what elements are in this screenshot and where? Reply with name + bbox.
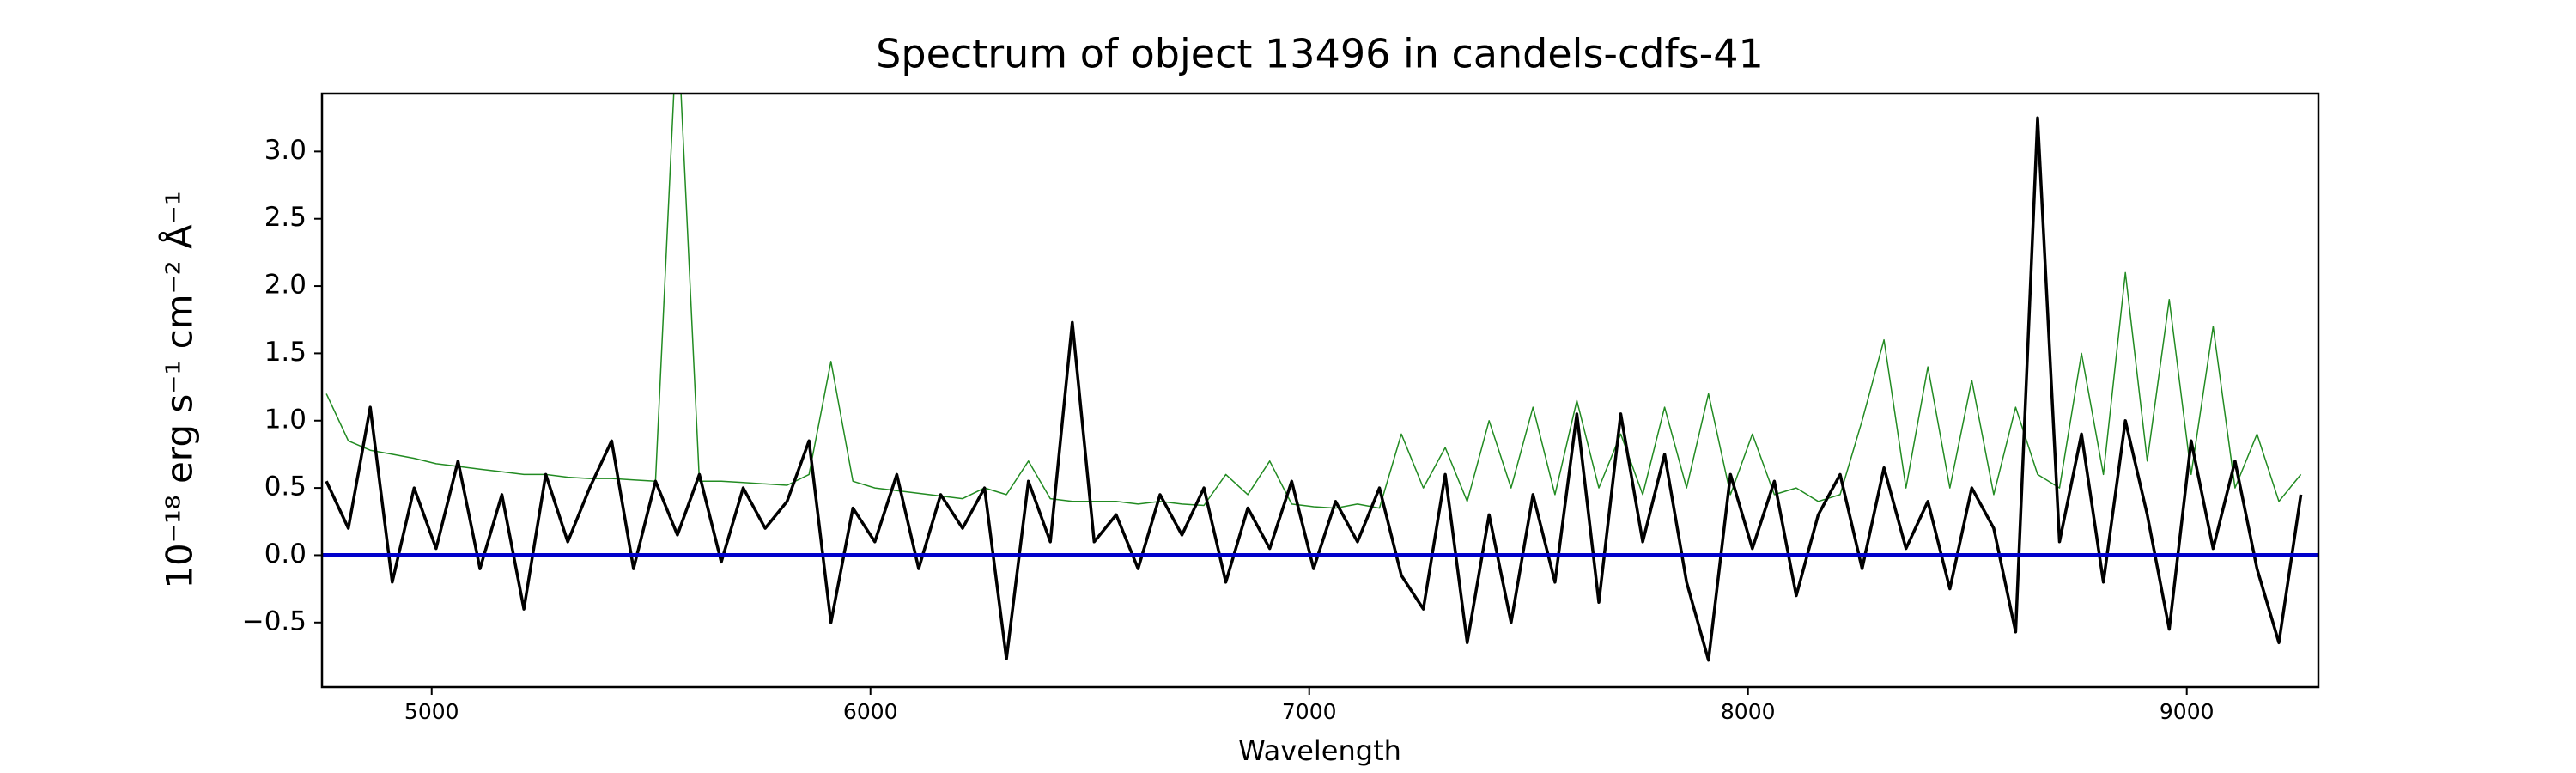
y-tick-label: 0.0 [264,539,307,569]
spectrum-line [325,94,2302,509]
x-tick-label: 7000 [1282,699,1337,724]
y-tick-label: −0.5 [242,606,307,636]
y-tick-label: 0.5 [264,472,307,502]
spectrum-line [325,116,2303,662]
y-tick-label: 1.0 [264,404,307,435]
x-tick-label: 8000 [1721,699,1776,724]
x-tick-label: 6000 [843,699,898,724]
x-tick-label: 9000 [2160,699,2215,724]
plot-area [322,94,2318,662]
x-tick-label: 5000 [404,699,459,724]
y-tick-label: 2.5 [264,202,307,233]
y-axis-label: 10⁻¹⁸ erg s⁻¹ cm⁻² Å⁻¹ [158,191,201,588]
y-tick-label: 1.5 [264,337,307,368]
y-tick-label: 2.0 [264,270,307,301]
axes-frame [320,92,2320,689]
chart-title: Spectrum of object 13496 in candels-cdfs… [876,31,1764,77]
x-axis-label: Wavelength [1238,734,1401,767]
y-tick-label: 3.0 [264,135,307,166]
